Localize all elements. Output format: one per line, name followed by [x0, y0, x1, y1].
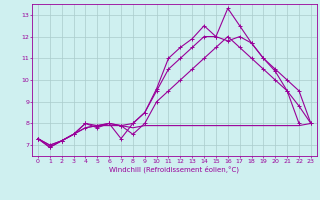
X-axis label: Windchill (Refroidissement éolien,°C): Windchill (Refroidissement éolien,°C): [109, 165, 239, 173]
